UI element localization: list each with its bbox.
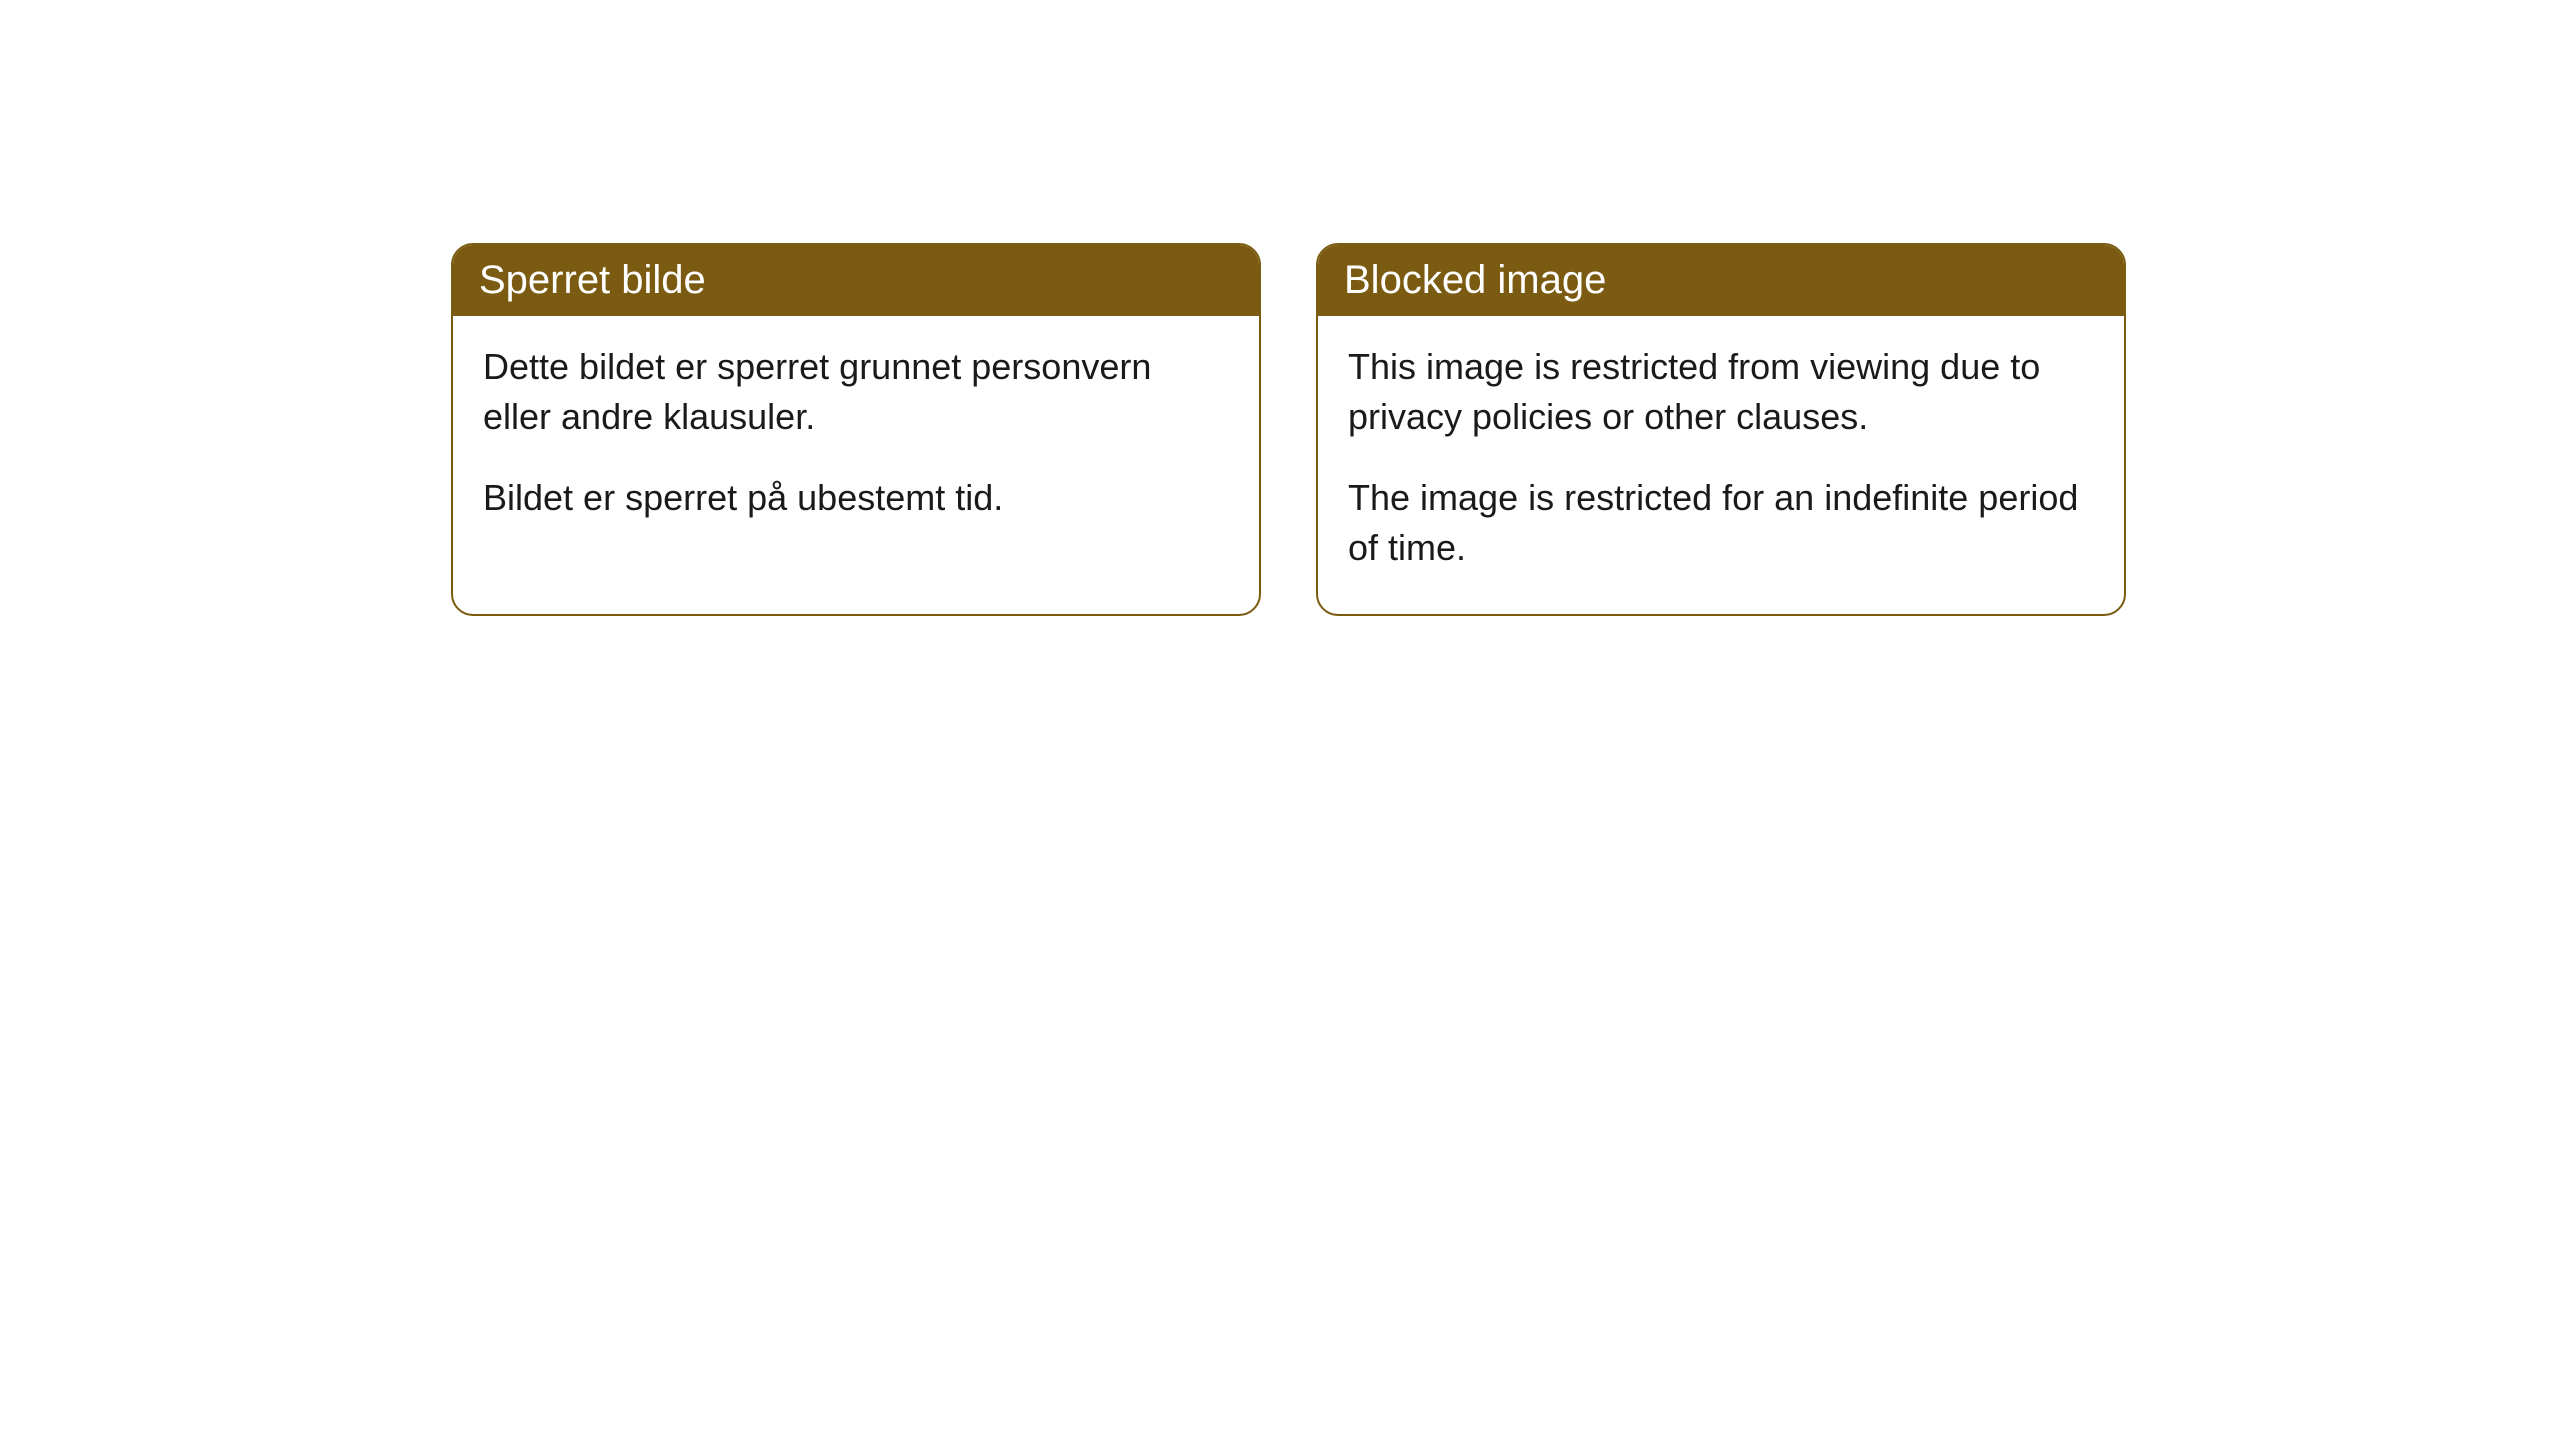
card-body-norwegian: Dette bildet er sperret grunnet personve…: [453, 316, 1259, 563]
card-text-english-1: This image is restricted from viewing du…: [1348, 342, 2094, 443]
notice-cards-container: Sperret bilde Dette bildet er sperret gr…: [451, 243, 2126, 616]
card-header-norwegian: Sperret bilde: [453, 245, 1259, 316]
card-body-english: This image is restricted from viewing du…: [1318, 316, 2124, 614]
blocked-image-card-norwegian: Sperret bilde Dette bildet er sperret gr…: [451, 243, 1261, 616]
card-header-english: Blocked image: [1318, 245, 2124, 316]
card-text-norwegian-2: Bildet er sperret på ubestemt tid.: [483, 473, 1229, 523]
card-text-english-2: The image is restricted for an indefinit…: [1348, 473, 2094, 574]
blocked-image-card-english: Blocked image This image is restricted f…: [1316, 243, 2126, 616]
card-text-norwegian-1: Dette bildet er sperret grunnet personve…: [483, 342, 1229, 443]
